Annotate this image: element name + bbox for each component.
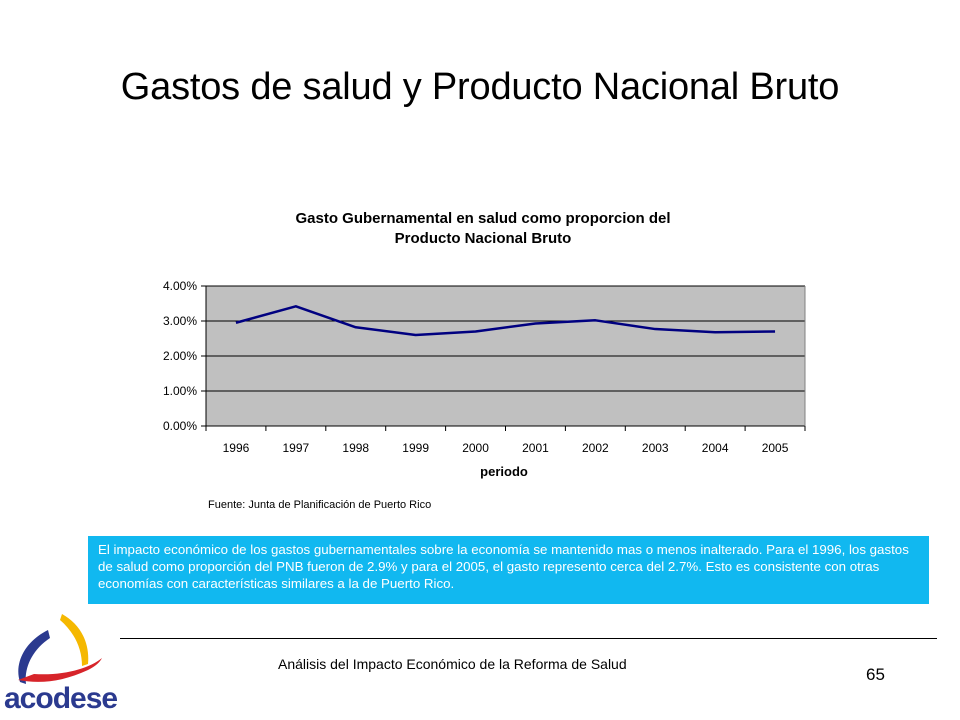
x-tick-label: 2004 xyxy=(702,441,729,455)
series xyxy=(235,305,776,337)
y-tick-label: 3.00% xyxy=(163,314,197,328)
page-number: 65 xyxy=(866,665,885,684)
series-line xyxy=(235,305,776,337)
logo-text: acodese xyxy=(4,682,118,715)
x-tick-label: 1999 xyxy=(402,441,429,455)
chart-title: Gasto Gubernamental en salud como propor… xyxy=(295,210,670,247)
logo-red-swoosh xyxy=(18,658,102,682)
x-tick-labels: 1996 1997 1998 1999 2000 2001 2002 2003 2004 2005 xyxy=(223,441,789,455)
chart: Gasto Gubernamental en salud como propor… xyxy=(163,210,806,479)
footer-text: Análisis del Impacto Económico de la Ref… xyxy=(278,656,627,672)
logo-blue-arc xyxy=(18,630,50,684)
axes xyxy=(205,286,806,431)
y-tick-label: 1.00% xyxy=(163,384,197,398)
x-tick-label: 1996 xyxy=(223,441,250,455)
x-tick-label: 1997 xyxy=(282,441,309,455)
x-axis-label: periodo xyxy=(480,464,528,479)
x-tick-label: 2000 xyxy=(462,441,489,455)
x-tick-label: 2002 xyxy=(582,441,609,455)
y-tick-label: 4.00% xyxy=(163,279,197,293)
x-tick-label: 2001 xyxy=(522,441,549,455)
x-tick-label: 2005 xyxy=(762,441,789,455)
x-tick-label: 1998 xyxy=(342,441,369,455)
logo-yellow-arc xyxy=(60,614,89,666)
y-tick-label: 0.00% xyxy=(163,419,197,433)
y-tick-label: 2.00% xyxy=(163,349,197,363)
acodese-logo xyxy=(18,614,102,684)
chart-title-line: Gasto Gubernamental en salud como propor… xyxy=(295,210,670,227)
footer-divider xyxy=(120,638,937,639)
source-note: Fuente: Junta de Planificación de Puerto… xyxy=(208,499,432,511)
slide-title: Gastos de salud y Producto Nacional Brut… xyxy=(120,66,840,108)
y-tick-labels: 0.00% 1.00% 2.00% 3.00% 4.00% xyxy=(163,279,197,433)
summary-box: El impacto económico de los gastos guber… xyxy=(88,536,929,604)
chart-title-line: Producto Nacional Bruto xyxy=(395,230,572,247)
x-tick-label: 2003 xyxy=(642,441,669,455)
